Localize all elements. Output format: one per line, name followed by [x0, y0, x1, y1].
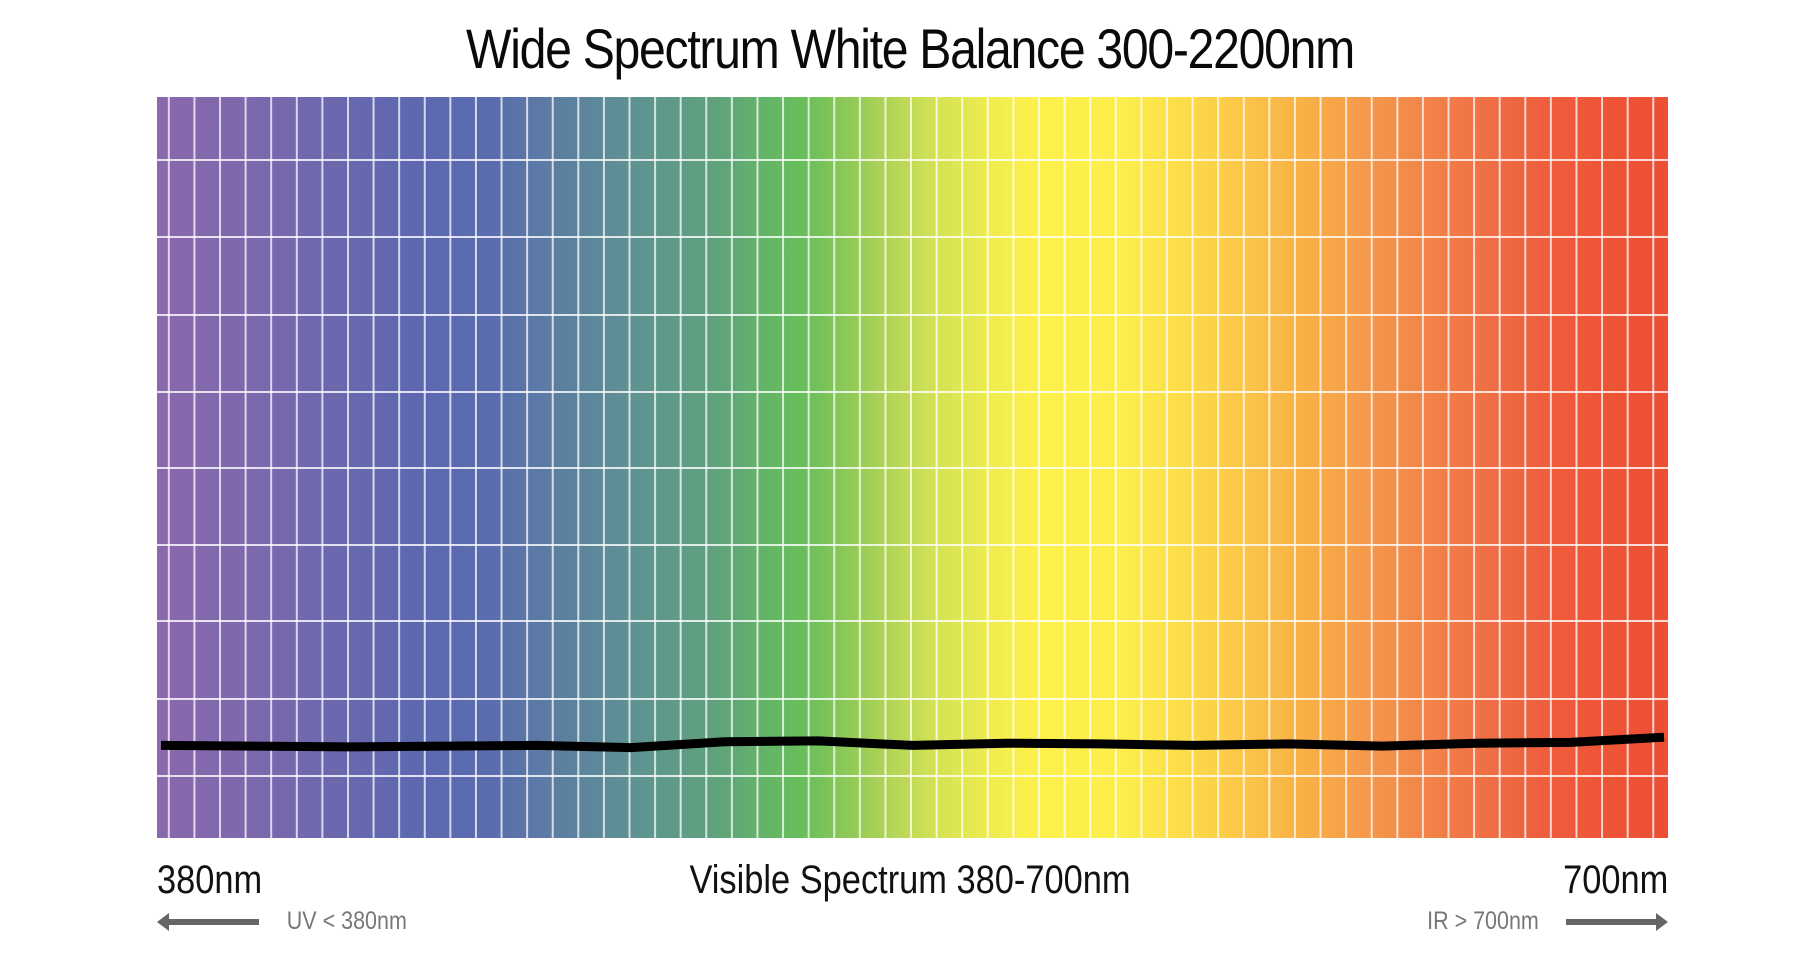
arrow-right-icon — [1566, 912, 1668, 931]
gridline — [157, 467, 1668, 469]
arrow-left-icon — [157, 912, 259, 931]
uv-note-text: UV < 380nm — [286, 907, 407, 935]
x-axis-max-label: 700nm — [1562, 858, 1668, 902]
gridline — [157, 159, 1668, 161]
gridline — [157, 775, 1668, 777]
gridline — [157, 236, 1668, 238]
spectrum-plot-area — [157, 97, 1668, 838]
chart-title: Wide Spectrum White Balance 300-2200nm — [466, 17, 1355, 80]
x-axis-title: Visible Spectrum 380-700nm — [689, 858, 1131, 902]
horizontal-gridlines — [157, 97, 1668, 838]
response-curve — [160, 732, 1665, 753]
uv-note: UV < 380nm — [157, 907, 417, 936]
gridline — [157, 544, 1668, 546]
gridline — [157, 698, 1668, 700]
ir-note-text: IR > 700nm — [1427, 907, 1539, 935]
gridline — [157, 391, 1668, 393]
gridline — [157, 620, 1668, 622]
x-axis-min-label: 380nm — [157, 858, 263, 902]
ir-note: IR > 700nm — [1418, 907, 1668, 936]
gridline — [157, 314, 1668, 316]
